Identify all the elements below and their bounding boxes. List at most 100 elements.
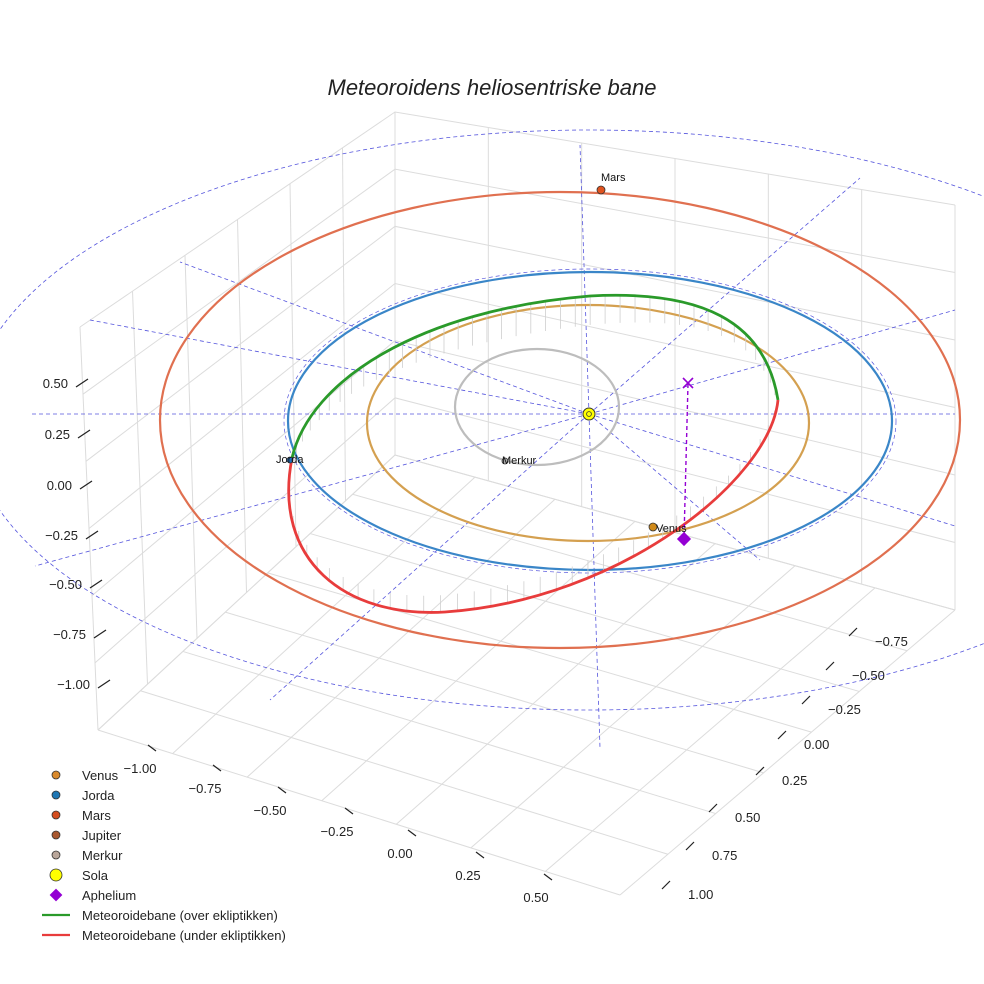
orbit-jorda <box>286 270 894 572</box>
axes-grid <box>79 111 956 896</box>
axis-ticks: 0.50 0.25 0.00 −0.25 −0.50 −0.75 −1.00 −1.00 −0.… <box>43 376 908 905</box>
z-tick-label: −0.75 <box>53 627 86 642</box>
y-tick-mark <box>848 627 858 637</box>
legend-label: Meteoroidebane (over ekliptikken) <box>82 908 278 923</box>
guide-ellipse-outer <box>0 129 984 711</box>
marker-venus <box>648 522 658 532</box>
legend-label: Sola <box>82 868 109 883</box>
floor-grid-line <box>172 476 476 754</box>
floor-grid-line <box>545 587 876 872</box>
legend-item: Aphelium <box>49 888 136 903</box>
legend-item: Jorda <box>51 788 115 803</box>
x-tick-mark <box>475 851 485 859</box>
guide-ray <box>588 309 956 415</box>
z-tick-label: −1.00 <box>57 677 90 692</box>
y-tick-label: 0.00 <box>804 737 829 752</box>
sun-marker <box>582 407 596 421</box>
grid-line <box>94 397 956 664</box>
x-tick-label: 0.25 <box>455 868 480 883</box>
meteoroid-path-below <box>287 399 780 614</box>
y-tick-mark <box>801 695 811 705</box>
label-jorda: Jorda <box>276 454 304 466</box>
guide-ellipse-inner <box>283 268 897 574</box>
floor-grid-line <box>97 454 396 731</box>
z-tick-label: 0.00 <box>47 478 72 493</box>
label-merkur: Merkur <box>502 455 537 467</box>
chart-title: Meteoroidens heliosentriske bane <box>328 75 657 100</box>
y-tick-mark <box>661 880 671 890</box>
planet-markers: Mars Jorda Merkur Venus <box>276 172 694 547</box>
x-tick-label: −1.00 <box>124 761 157 776</box>
x-tick-mark <box>147 744 157 752</box>
grid-line <box>85 225 956 462</box>
x-tick-mark <box>212 764 222 772</box>
legend-circle-icon <box>51 770 61 780</box>
floor-grid-line <box>395 543 716 825</box>
legend-item: Venus <box>51 768 119 783</box>
legend-item: Meteoroidebane (over ekliptikken) <box>42 908 278 923</box>
meteoroid-path-above <box>290 293 780 459</box>
x-tick-label: −0.50 <box>254 803 287 818</box>
z-tick-label: −0.50 <box>49 577 82 592</box>
floor-grid-line <box>352 493 908 652</box>
ecliptic-guides <box>0 129 984 749</box>
z-tick-mark <box>75 378 89 388</box>
floor-grid-line <box>140 690 669 855</box>
floor-grid-line <box>267 572 812 733</box>
x-tick-label: −0.25 <box>321 824 354 839</box>
guide-ray <box>588 413 601 749</box>
aphelion-dropline <box>683 383 689 539</box>
guide-ray <box>588 177 861 415</box>
legend-label: Mars <box>82 808 111 823</box>
x-tick-label: −0.75 <box>189 781 222 796</box>
x-tick-mark <box>407 829 417 837</box>
legend-label: Jupiter <box>82 828 122 843</box>
guide-ray <box>579 144 590 415</box>
legend-label: Merkur <box>82 848 123 863</box>
floor-grid-line <box>97 729 621 896</box>
guide-ray <box>34 413 590 567</box>
aphelion-projection-x-icon <box>682 377 694 389</box>
x-tick-mark <box>277 786 287 794</box>
y-tick-label: −0.75 <box>875 634 908 649</box>
marker-merkur <box>501 457 509 465</box>
legend-diamond-icon <box>49 888 63 902</box>
x-tick-label: 0.00 <box>387 846 412 861</box>
label-venus: Venus <box>656 523 687 535</box>
floor-grid-line <box>225 611 764 774</box>
y-tick-mark <box>825 661 835 671</box>
orbit-mars <box>158 190 962 650</box>
legend-circle-icon <box>51 830 61 840</box>
y-tick-label: 0.50 <box>735 810 760 825</box>
z-tick-mark <box>77 429 91 439</box>
floor-grid-line <box>246 498 556 778</box>
legend-label: Meteoroidebane (under ekliptikken) <box>82 928 286 943</box>
marker-jorda <box>286 456 294 464</box>
legend-circle-icon <box>51 790 61 800</box>
guide-ray <box>588 413 761 561</box>
legend-item: Jupiter <box>51 828 122 843</box>
legend-circle-icon <box>51 850 61 860</box>
y-tick-label: −0.25 <box>828 702 861 717</box>
z-tick-mark <box>97 679 111 689</box>
legend: Venus Jorda Mars Jupiter Merkur Sola Aphelium M… <box>42 768 286 943</box>
floor-grid-line <box>619 609 956 896</box>
legend-item: Mars <box>51 808 111 823</box>
floor-grid-line <box>310 533 860 692</box>
z-tick-label: 0.50 <box>43 376 68 391</box>
marker-mars <box>596 185 606 195</box>
floor-grid-line <box>321 521 636 802</box>
y-tick-mark <box>777 730 787 740</box>
orbit-venus <box>365 303 811 543</box>
legend-circle-icon <box>51 810 61 820</box>
grid-line <box>82 168 956 395</box>
y-tick-mark <box>685 841 695 851</box>
guide-ray <box>179 261 590 415</box>
y-tick-label: 0.75 <box>712 848 737 863</box>
meteoroid-path <box>287 293 780 614</box>
z-tick-mark <box>79 480 93 490</box>
guide-ray <box>588 413 956 527</box>
x-tick-mark <box>344 807 354 815</box>
legend-circle-icon <box>49 868 63 882</box>
